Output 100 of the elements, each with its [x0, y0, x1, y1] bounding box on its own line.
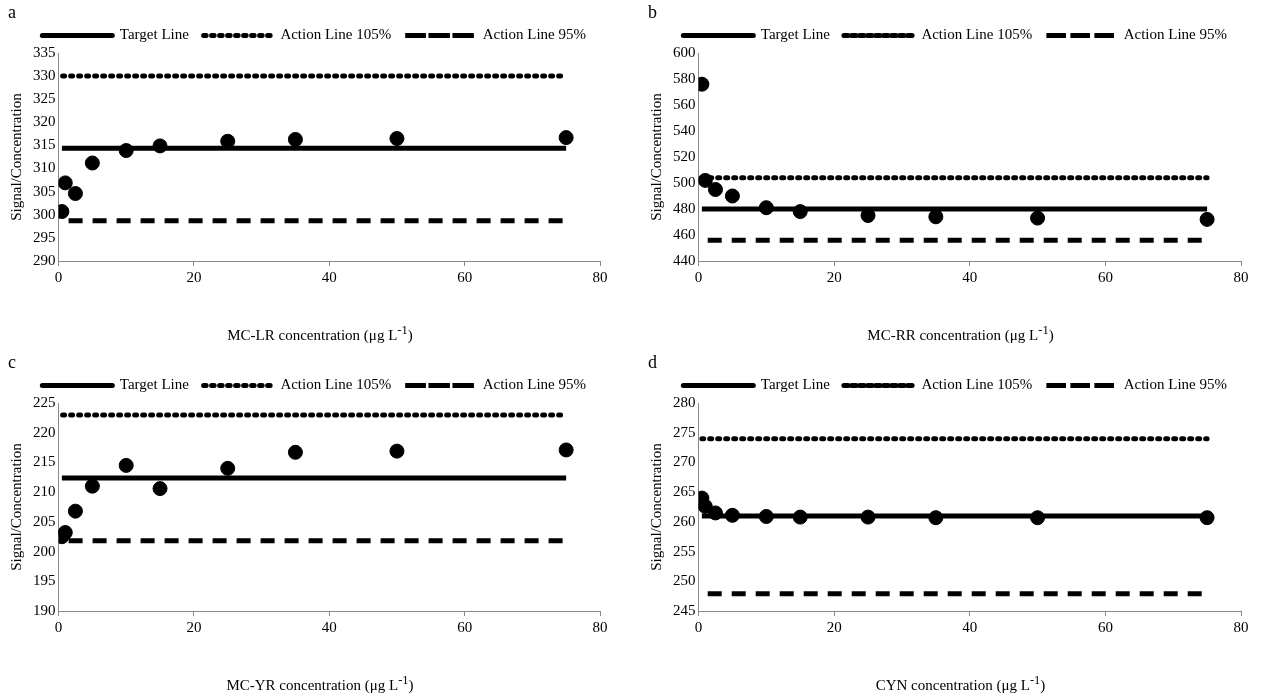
y-tick-label: 195: [33, 572, 56, 589]
y-tick-label: 255: [673, 542, 696, 559]
point: [58, 525, 73, 541]
legend-label: Action Line 105%: [921, 376, 1033, 393]
y-tick-label: 280: [673, 393, 696, 410]
x-axis-title: MC-YR concentration (μg L$^{-1}$): [225, 673, 415, 694]
y-tick-label: 225: [33, 393, 56, 410]
x-tick-label: 0: [694, 618, 703, 635]
x-tick-label: 0: [54, 618, 63, 635]
point: [792, 509, 808, 525]
point: [1030, 210, 1046, 226]
y-tick-label: 335: [33, 43, 56, 60]
point: [928, 510, 944, 526]
y-tick-label: 270: [673, 453, 696, 470]
point: [707, 505, 723, 521]
y-tick-label: 600: [673, 43, 696, 60]
legend-label: Action Line 95%: [1123, 26, 1227, 43]
legend-label: Action Line 95%: [482, 26, 586, 43]
point: [152, 138, 168, 154]
y-tick-label: 300: [33, 205, 56, 222]
point: [1199, 211, 1215, 227]
y-tick-label: 210: [33, 483, 56, 500]
point: [67, 186, 83, 202]
point: [389, 443, 405, 459]
x-tick-label: 60: [457, 618, 473, 635]
point: [724, 188, 740, 204]
y-tick-label: 200: [33, 542, 56, 559]
point: [1199, 510, 1215, 526]
y-tick-label: 320: [33, 113, 56, 130]
y-tick-label: 330: [33, 67, 56, 84]
x-tick-label: 60: [1097, 268, 1113, 285]
point: [58, 175, 73, 191]
y-tick-label: 305: [33, 182, 56, 199]
point: [860, 509, 876, 525]
point: [84, 155, 100, 171]
legend-label: Target Line: [119, 376, 190, 393]
legend-label: Action Line 95%: [1123, 376, 1227, 393]
x-tick-label: 0: [54, 268, 63, 285]
point: [558, 130, 574, 146]
point: [389, 131, 405, 147]
point: [758, 509, 774, 525]
y-axis-title: Signal/Concentration: [647, 92, 664, 221]
y-tick-label: 290: [33, 251, 56, 268]
point: [1030, 510, 1046, 526]
y-tick-label: 580: [673, 69, 696, 86]
point: [698, 172, 713, 188]
point: [698, 498, 713, 514]
x-tick-label: 20: [826, 618, 842, 635]
chart-title: a: [8, 2, 16, 23]
x-tick-label: 80: [592, 268, 608, 285]
point: [792, 204, 808, 220]
y-tick-label: 190: [33, 601, 56, 618]
legend-label: Target Line: [119, 26, 190, 43]
y-tick-label: 215: [33, 453, 56, 470]
x-tick-label: 20: [826, 268, 842, 285]
y-tick-label: 540: [673, 121, 696, 138]
x-tick-label: 20: [186, 268, 202, 285]
y-tick-label: 295: [33, 228, 56, 245]
point: [558, 442, 574, 458]
x-tick-label: 40: [962, 618, 978, 635]
y-tick-label: 520: [673, 147, 696, 164]
legend-label: Action Line 105%: [280, 26, 392, 43]
x-tick-label: 80: [1233, 618, 1249, 635]
legend-label: Action Line 105%: [921, 26, 1033, 43]
x-tick-label: 40: [962, 268, 978, 285]
point: [758, 200, 774, 216]
y-axis-title: Signal/Concentration: [7, 442, 24, 571]
point: [84, 478, 100, 494]
y-tick-label: 310: [33, 159, 56, 176]
x-tick-label: 40: [321, 618, 337, 635]
x-axis-title: MC-LR concentration (μg L$^{-1}$): [226, 323, 414, 344]
y-tick-label: 500: [673, 173, 696, 190]
x-tick-label: 60: [457, 268, 473, 285]
x-tick-label: 0: [694, 268, 703, 285]
legend-label: Target Line: [760, 376, 831, 393]
point: [152, 481, 168, 497]
x-tick-label: 80: [592, 618, 608, 635]
x-tick-label: 80: [1233, 268, 1249, 285]
legend-label: Action Line 95%: [482, 376, 586, 393]
y-tick-label: 245: [673, 601, 696, 618]
point: [67, 503, 83, 519]
y-tick-label: 220: [33, 423, 56, 440]
x-axis-title: MC-RR concentration (μg L$^{-1}$): [866, 323, 1055, 344]
y-tick-label: 440: [673, 251, 696, 268]
y-tick-label: 205: [33, 512, 56, 529]
y-axis-title: Signal/Concentration: [647, 442, 664, 571]
y-tick-label: 325: [33, 90, 56, 107]
point: [287, 131, 303, 147]
y-tick-label: 460: [673, 225, 696, 242]
y-tick-label: 480: [673, 199, 696, 216]
point: [220, 460, 236, 476]
y-tick-label: 560: [673, 95, 696, 112]
y-axis-title: Signal/Concentration: [7, 92, 24, 221]
y-tick-label: 265: [673, 483, 696, 500]
chart-title: c: [8, 352, 16, 373]
x-tick-label: 40: [321, 268, 337, 285]
legend-label: Action Line 105%: [280, 376, 392, 393]
point: [118, 143, 134, 159]
y-tick-label: 315: [33, 136, 56, 153]
x-tick-label: 20: [186, 618, 202, 635]
